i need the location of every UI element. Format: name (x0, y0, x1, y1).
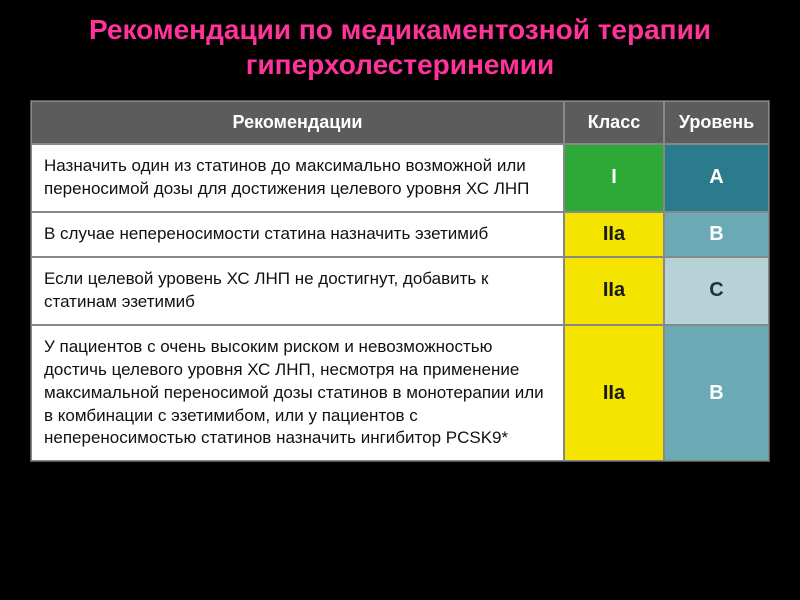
table-row: У пациентов с очень высоким риском и нев… (31, 325, 769, 462)
header-class: Класс (564, 101, 664, 144)
table-row: Назначить один из статинов до максимальн… (31, 144, 769, 212)
level-cell: B (664, 212, 769, 257)
table-row: В случае непереносимости статина назначи… (31, 212, 769, 257)
class-cell: IIa (564, 325, 664, 462)
table-row: Если целевой уровень ХС ЛНП не достигнут… (31, 257, 769, 325)
header-recommendation: Рекомендации (31, 101, 564, 144)
class-cell: IIa (564, 212, 664, 257)
header-level: Уровень (664, 101, 769, 144)
recommendation-text: Если целевой уровень ХС ЛНП не достигнут… (31, 257, 564, 325)
level-cell: C (664, 257, 769, 325)
table-header-row: Рекомендации Класс Уровень (31, 101, 769, 144)
class-cell: IIa (564, 257, 664, 325)
level-cell: B (664, 325, 769, 462)
recommendation-text: Назначить один из статинов до максимальн… (31, 144, 564, 212)
recommendation-text: В случае непереносимости статина назначи… (31, 212, 564, 257)
recommendations-table: Рекомендации Класс Уровень Назначить оди… (30, 100, 770, 462)
level-cell: A (664, 144, 769, 212)
class-cell: I (564, 144, 664, 212)
slide-title: Рекомендации по медикаментозной терапии … (0, 0, 800, 100)
recommendation-text: У пациентов с очень высоким риском и нев… (31, 325, 564, 462)
